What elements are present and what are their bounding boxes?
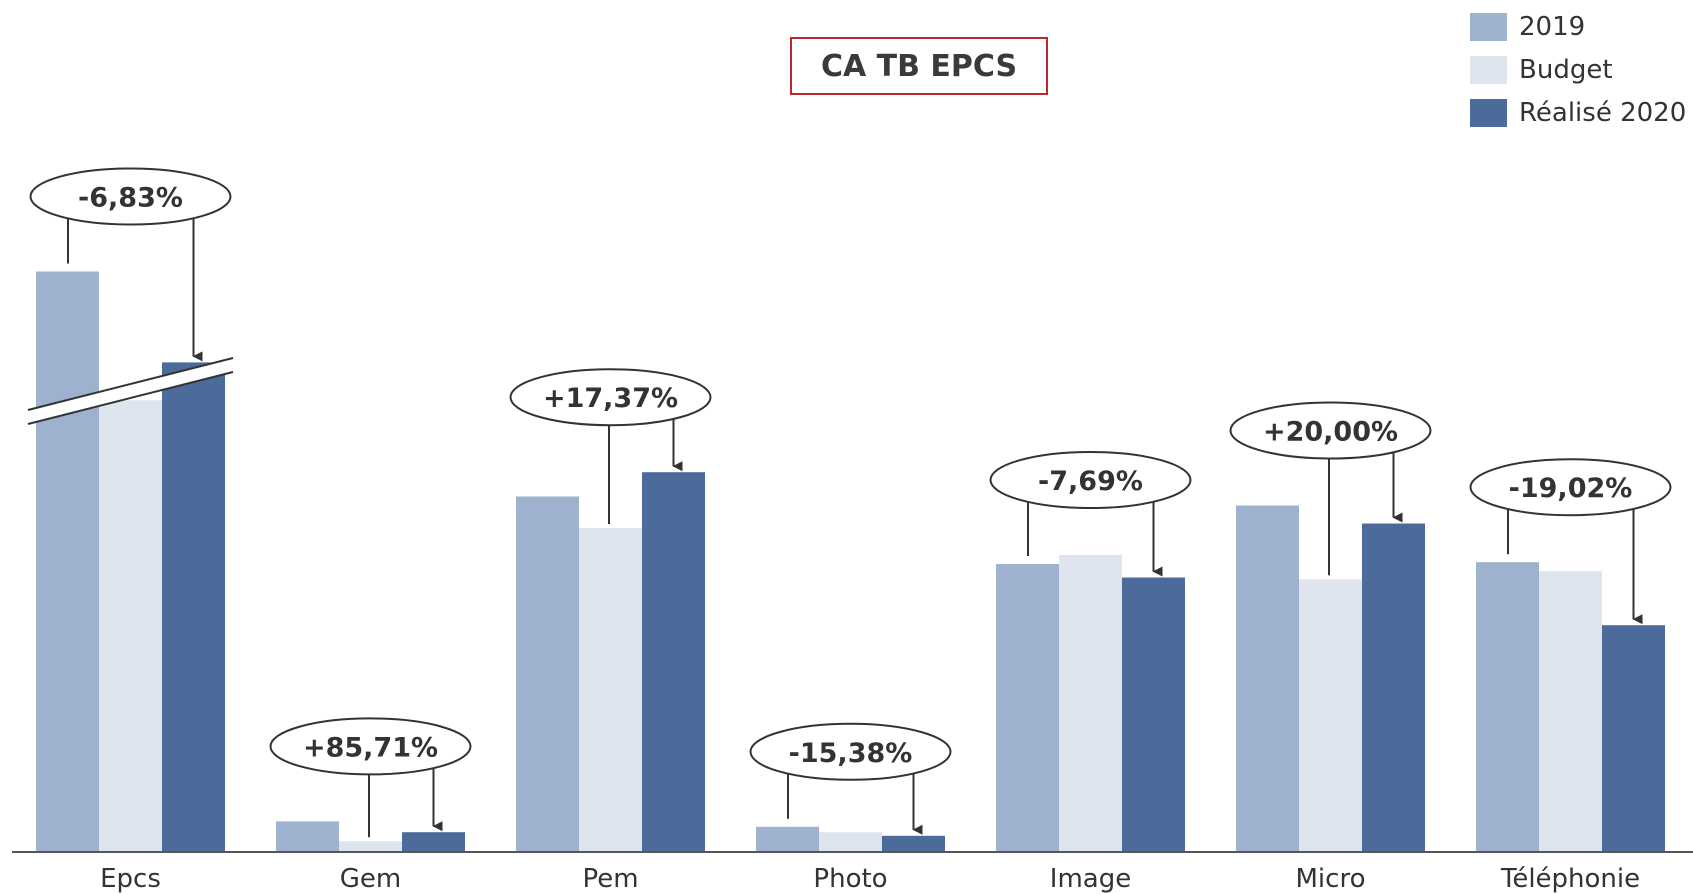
legend-item-realise-2020: Réalisé 2020 — [1470, 91, 1686, 134]
category-label-telephonie: Téléphonie — [1500, 864, 1640, 894]
bar-micro-s0 — [1236, 505, 1299, 852]
legend-label-2019: 2019 — [1519, 11, 1586, 42]
legend: 2019 Budget Réalisé 2020 — [1470, 5, 1686, 134]
category-label-micro: Micro — [1296, 864, 1366, 894]
variation-label-micro: +20,00% — [1263, 417, 1398, 448]
bar-photo-s0 — [756, 826, 819, 852]
bar-gem-s2 — [402, 832, 465, 852]
category-label-epcs: Epcs — [100, 864, 161, 894]
bar-pem-s1 — [579, 528, 642, 852]
bar-image-s0 — [996, 564, 1059, 852]
variation-bubble-photo — [749, 722, 952, 781]
axis-break-line-bottom — [27, 371, 234, 425]
axis-break-line-top — [27, 357, 234, 411]
legend-swatch-realise-2020 — [1470, 98, 1507, 127]
bar-gem-s0 — [276, 821, 339, 852]
category-label-pem: Pem — [582, 864, 638, 894]
bar-image-s1 — [1059, 555, 1122, 852]
axis-break-band — [28, 358, 233, 424]
variation-label-epcs: -6,83% — [78, 183, 183, 214]
legend-item-budget: Budget — [1470, 48, 1686, 91]
variation-label-pem: +17,37% — [543, 383, 678, 414]
bar-epcs-s2 — [162, 362, 225, 852]
legend-swatch-2019 — [1470, 12, 1507, 41]
bar-micro-s2 — [1362, 523, 1425, 852]
legend-item-2019: 2019 — [1470, 5, 1686, 48]
variation-label-photo: -15,38% — [789, 738, 913, 769]
category-label-image: Image — [1050, 864, 1131, 894]
bar-pem-s2 — [642, 472, 705, 852]
bar-gem-s1 — [339, 841, 402, 852]
variation-label-telephonie: -19,02% — [1509, 473, 1633, 504]
variation-bubble-micro — [1229, 401, 1432, 460]
variation-label-image: -7,69% — [1038, 466, 1143, 497]
chart-title: CA TB EPCS — [790, 37, 1048, 95]
variation-label-gem: +85,71% — [303, 732, 438, 763]
bar-epcs-s0 — [36, 271, 99, 852]
variation-bubble-pem — [509, 368, 712, 427]
variation-bubble-epcs — [29, 167, 232, 226]
bar-telephonie-s1 — [1539, 571, 1602, 852]
bar-telephonie-s2 — [1602, 625, 1665, 852]
legend-label-budget: Budget — [1519, 54, 1613, 85]
category-label-photo: Photo — [813, 864, 887, 894]
bar-epcs-s1 — [99, 400, 162, 852]
variation-bubble-telephonie — [1469, 458, 1672, 517]
bar-pem-s0 — [516, 496, 579, 852]
bar-telephonie-s0 — [1476, 562, 1539, 852]
legend-swatch-budget — [1470, 55, 1507, 84]
category-label-gem: Gem — [340, 864, 401, 894]
variation-bubble-image — [989, 451, 1192, 509]
legend-label-realise-2020: Réalisé 2020 — [1519, 97, 1687, 128]
variation-bubble-gem — [269, 717, 472, 776]
bar-photo-s2 — [882, 835, 945, 852]
bar-image-s2 — [1122, 577, 1185, 852]
bar-micro-s1 — [1299, 579, 1362, 852]
bar-photo-s1 — [819, 832, 882, 852]
